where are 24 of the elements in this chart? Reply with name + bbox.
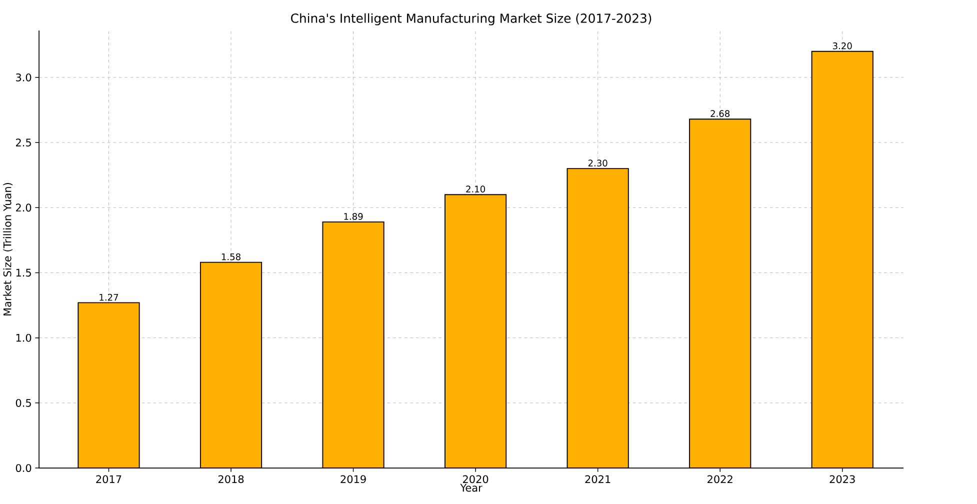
- x-tick-label: 2019: [340, 475, 366, 483]
- data-label: 1.58: [222, 253, 240, 260]
- data-label: 2.68: [710, 110, 730, 117]
- y-tick-label: 0.0: [16, 464, 32, 472]
- data-label: 2.30: [588, 159, 608, 166]
- y-tick-label: 1.5: [16, 268, 31, 276]
- data-label: 1.27: [100, 294, 118, 300]
- x-tick-label: 2020: [462, 475, 488, 483]
- x-tick-label: 2018: [218, 475, 244, 483]
- chart-title: China's Intelligent Manufacturing Market Size (2017-2023): [291, 13, 652, 26]
- data-label: 3.20: [832, 42, 852, 50]
- x-tick-label: 2017: [96, 475, 122, 483]
- y-tick-label: 3.0: [16, 73, 32, 82]
- data-label: 1.89: [344, 212, 363, 220]
- x-tick-label: 2021: [585, 475, 610, 483]
- x-tick-label: 2023: [830, 475, 855, 483]
- y-tick-label: 1.0: [16, 334, 32, 342]
- y-tick-label: 0.5: [16, 398, 31, 407]
- x-axis-title: Year: [460, 484, 482, 492]
- y-tick-label: 2.5: [16, 138, 31, 146]
- data-label: 2.10: [466, 186, 486, 192]
- x-tick-label: 2022: [708, 475, 732, 483]
- y-axis-title: Market Size (Trillion Yuan): [3, 182, 12, 316]
- y-tick-label: 2.0: [16, 204, 32, 212]
